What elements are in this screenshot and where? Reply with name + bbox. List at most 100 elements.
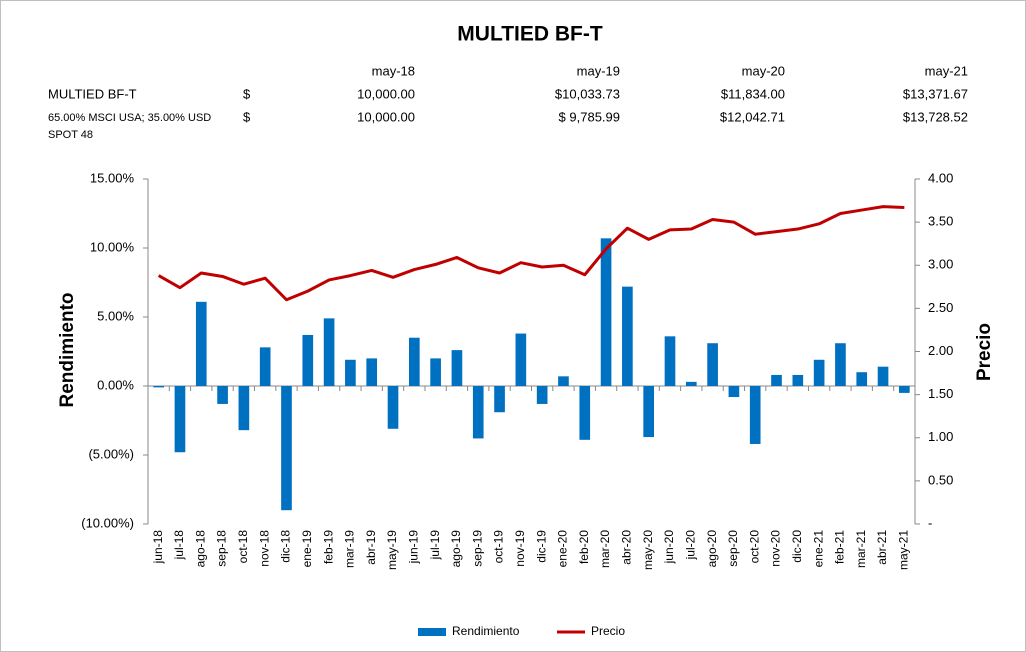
bar — [430, 358, 441, 386]
table-value: $11,834.00 — [721, 86, 785, 101]
legend-swatch — [418, 628, 446, 636]
bar — [366, 358, 378, 386]
bar — [558, 376, 569, 386]
bar — [707, 343, 718, 386]
x-tick-label: mar-19 — [343, 530, 357, 568]
x-tick-label: mar-21 — [854, 530, 868, 568]
x-tick-label: may-21 — [897, 530, 911, 570]
bar — [451, 350, 463, 386]
table-value: $13,371.67 — [903, 86, 968, 101]
bar — [643, 386, 655, 438]
x-tick-label: nov-20 — [769, 530, 783, 567]
x-tick-label: oct-19 — [492, 530, 506, 564]
bar — [387, 386, 399, 429]
bar — [217, 386, 228, 404]
table-value: $10,033.73 — [555, 86, 620, 101]
x-tick-label: feb-21 — [833, 530, 847, 564]
bar — [259, 347, 271, 386]
bar — [600, 238, 612, 386]
x-tick-label: abr-21 — [875, 530, 889, 565]
x-tick-label: jul-18 — [172, 530, 186, 561]
x-tick-label: dic-19 — [534, 530, 548, 563]
bar — [856, 372, 868, 386]
bar — [408, 337, 420, 386]
bar — [664, 336, 676, 386]
x-tick-label: jun-18 — [151, 530, 165, 565]
bar — [579, 386, 591, 440]
x-tick-label: feb-19 — [321, 530, 335, 564]
x-tick-label: ago-18 — [193, 530, 207, 568]
bar — [792, 374, 804, 386]
x-tick-label: ago-19 — [449, 530, 463, 568]
legend-label: Rendimiento — [452, 624, 520, 638]
y2-tick-label: 1.00 — [928, 429, 953, 444]
bar — [899, 386, 910, 393]
y-tick-label: (10.00%) — [81, 515, 134, 530]
x-tick-label: ene-19 — [300, 530, 314, 568]
x-tick-label: ene-21 — [811, 530, 825, 568]
x-tick-label: may-19 — [385, 530, 399, 570]
x-tick-label: nov-18 — [257, 530, 271, 567]
table-value: 10,000.00 — [357, 109, 415, 124]
y2-tick-label: 3.50 — [928, 214, 953, 229]
bar — [195, 301, 207, 386]
x-tick-label: mar-20 — [598, 530, 612, 568]
x-tick-label: dic-18 — [279, 530, 293, 563]
x-tick-label: sep-20 — [726, 530, 740, 567]
chart-title: MULTIED BF-T — [457, 23, 603, 46]
table-value: 10,000.00 — [357, 86, 415, 101]
bar — [728, 386, 740, 398]
currency: $ — [243, 86, 251, 101]
bar — [877, 366, 889, 386]
x-tick-label: jun-19 — [406, 530, 420, 565]
y-tick-label: (5.00%) — [88, 446, 134, 461]
bar — [749, 386, 761, 444]
y2-tick-label: 0.50 — [928, 472, 953, 487]
x-tick-label: nov-19 — [513, 530, 527, 567]
bar — [771, 374, 782, 386]
line — [157, 205, 905, 302]
x-tick-label: abr-20 — [620, 530, 634, 565]
y2-tick-label: 3.00 — [928, 257, 953, 272]
x-tick-label: sep-18 — [215, 530, 229, 567]
x-tick-label: jul-20 — [683, 530, 697, 561]
y-tick-label: 15.00% — [90, 170, 135, 185]
table-value: $12,042.71 — [720, 109, 785, 124]
x-tick-label: sep-19 — [470, 530, 484, 567]
y-axis-title: Rendimiento — [57, 292, 78, 407]
x-tick-label: ene-20 — [556, 530, 570, 568]
x-tick-label: feb-20 — [577, 530, 591, 564]
table-header: may-21 — [925, 63, 968, 78]
y2-tick-label: 2.50 — [928, 300, 953, 315]
x-tick-label: jun-20 — [662, 530, 676, 565]
y2-tick-label: 2.00 — [928, 343, 953, 358]
y2-tick-label: 1.50 — [928, 386, 953, 401]
bar — [536, 386, 548, 404]
row-label: 65.00% MSCI USA; 35.00% USD SPOT 48 — [48, 112, 211, 141]
y2-tick-label: - — [928, 515, 932, 530]
bar — [494, 386, 505, 413]
table-value: $ 9,785.99 — [559, 109, 620, 124]
y2-tick-label: 4.00 — [928, 170, 953, 185]
x-tick-label: abr-19 — [364, 530, 378, 565]
x-tick-label: oct-20 — [747, 530, 761, 564]
bar — [472, 386, 484, 439]
row-label: MULTIED BF-T — [48, 86, 137, 101]
table-header: may-20 — [742, 63, 785, 78]
x-tick-label: ago-20 — [705, 530, 719, 568]
legend-label: Precio — [591, 624, 625, 638]
bar — [323, 318, 335, 386]
bar — [174, 386, 186, 453]
y-tick-label: 0.00% — [97, 377, 134, 392]
x-tick-label: dic-20 — [790, 530, 804, 563]
bar — [302, 334, 314, 386]
bar — [685, 381, 697, 386]
bar — [281, 386, 292, 511]
x-tick-label: jul-19 — [428, 530, 442, 561]
table-header: may-19 — [577, 63, 620, 78]
currency: $ — [243, 109, 251, 124]
bar — [153, 386, 164, 388]
y2-axis-title: Precio — [974, 323, 995, 381]
bar — [813, 359, 825, 386]
